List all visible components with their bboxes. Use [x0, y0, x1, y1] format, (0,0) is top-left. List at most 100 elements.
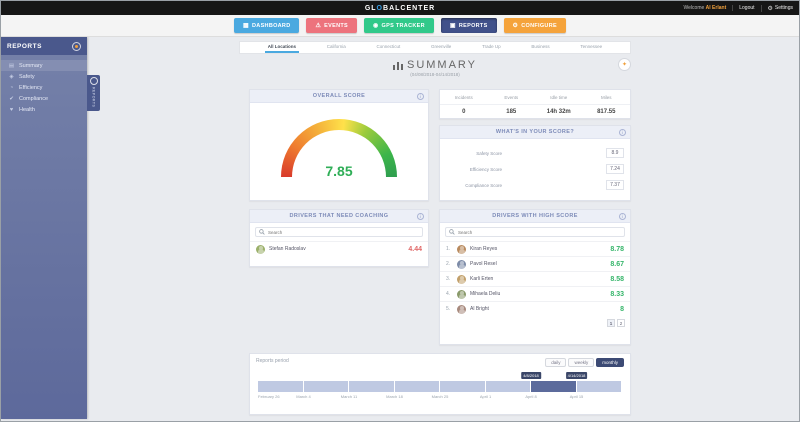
tab-5[interactable]: Business: [531, 44, 550, 49]
page-2-button[interactable]: 2: [617, 319, 625, 327]
gear-icon: ⚙: [767, 5, 773, 12]
efficiency-gauge-icon: ◔: [9, 84, 14, 91]
weekly-button[interactable]: weekly: [568, 358, 595, 367]
app-logo[interactable]: GLOBALCENTER: [365, 5, 435, 12]
timeline-segment[interactable]: [485, 381, 531, 392]
sidebar-item-compliance[interactable]: ✔ Compliance: [9, 95, 49, 102]
tab-4[interactable]: Trade Up: [482, 44, 501, 49]
nav-gps-tracker-button[interactable]: ◉ GPS TRACKER: [363, 18, 434, 33]
search-icon: [449, 229, 455, 235]
sidebar-menu: ▤ Summary ◈ Safety ◔ Efficiency ✔ Compliance…: [1, 55, 87, 120]
high-score-driver-row[interactable]: 3. Karli Erten 8.58: [440, 271, 630, 286]
high-score-driver-row[interactable]: 2. Pavol Resel 8.67: [440, 256, 630, 271]
driver-avatar: [457, 244, 466, 254]
tab-3[interactable]: Greenville: [431, 44, 452, 49]
export-button[interactable]: ✦: [618, 58, 631, 71]
timeline-segment[interactable]: [258, 381, 304, 392]
timeline-segment[interactable]: [531, 381, 577, 392]
timeline-tick-label: April 1: [479, 394, 492, 399]
settings-link[interactable]: ⚙ Settings: [760, 4, 793, 12]
period-timeline: 4/8/2018 4/14/2018 February 26 March 4 Mar…: [258, 372, 622, 399]
high-score-driver-row[interactable]: 4. Mihaela Deliu 8.33: [440, 286, 630, 301]
stat-value-events: 185: [506, 108, 517, 115]
timeline-tick-label: April 15: [569, 394, 584, 399]
page-title: SUMMARY: [239, 59, 631, 71]
sidebar-item-summary[interactable]: ▤ Summary: [1, 60, 87, 71]
info-icon[interactable]: [417, 93, 424, 100]
overall-score-value: 7.85: [325, 163, 353, 179]
high-score-driver-row[interactable]: 1. Kiran Reyes 8.78: [440, 241, 630, 256]
score-breakdown-card: WHAT'S IN YOUR SCORE? Safety Score 8.9 E…: [439, 125, 631, 201]
driver-score: 8.67: [610, 260, 624, 268]
tab-6[interactable]: Tennessee: [580, 44, 603, 49]
stat-value-miles: 817.55: [597, 108, 616, 115]
logout-link[interactable]: Logout: [732, 5, 755, 11]
sidebar-title: REPORTS: [7, 42, 42, 50]
sidebar-flyout-handle[interactable]: REPORTS: [87, 75, 100, 111]
info-icon[interactable]: [417, 213, 424, 220]
high-score-driver-row[interactable]: 5. Al Bright 8: [440, 301, 630, 316]
sidebar-item-safety[interactable]: ◈ Safety: [9, 73, 35, 80]
driver-score: 8: [620, 305, 624, 313]
period-end-tooltip: 4/14/2018: [565, 372, 588, 379]
health-heart-icon: ♥: [9, 106, 14, 113]
coaching-search-input[interactable]: [268, 229, 419, 235]
driver-avatar: [457, 274, 466, 284]
nav-reports-button[interactable]: ▣ REPORTS: [440, 18, 497, 33]
coaching-search: [255, 227, 423, 237]
fleet-stats-card: Incidents Events Idle time Miles 0 185 1…: [439, 89, 631, 119]
nav-dashboard-button[interactable]: ▦ DASHBOARD: [234, 18, 300, 33]
timeline-bar[interactable]: [258, 381, 622, 392]
tab-1[interactable]: California: [326, 44, 346, 49]
configure-gear-icon: ⚙: [512, 23, 519, 29]
username[interactable]: Al Erlant: [705, 5, 727, 11]
compliance-score-value: 7.37: [606, 180, 624, 190]
tab-all-locations[interactable]: All Locations: [264, 42, 300, 53]
score-rows: Safety Score 8.9 Efficiency Score 7.24 C…: [440, 139, 630, 193]
sidebar-logo-icon: [72, 41, 81, 51]
stat-label-events: Events: [504, 94, 519, 100]
info-icon[interactable]: [619, 129, 626, 136]
sidebar-item-health[interactable]: ♥ Health: [9, 106, 35, 113]
driver-avatar: [256, 244, 265, 254]
compliance-score-label: Compliance Score: [465, 182, 502, 188]
safety-score-row: Safety Score 8.9: [446, 145, 624, 161]
gps-pin-icon: ◉: [372, 23, 379, 29]
report-tabstrip: All Locations California Connecticut Gre…: [239, 41, 631, 54]
nav-events-button[interactable]: ⚠ EVENTS: [306, 18, 357, 33]
driver-score: 8.78: [610, 245, 624, 253]
compliance-score-track: [506, 182, 602, 188]
tab-2[interactable]: Connecticut: [376, 44, 401, 49]
daily-button[interactable]: daily: [545, 358, 567, 367]
efficiency-score-value: 7.24: [606, 164, 624, 174]
reports-icon: ▣: [449, 23, 456, 29]
driver-rank: 5.: [446, 306, 451, 312]
page-1-button[interactable]: 1: [607, 319, 615, 327]
compliance-score-row: Compliance Score 7.37: [446, 177, 624, 193]
sidebar-item-efficiency[interactable]: ◔ Efficiency: [9, 84, 43, 91]
high-score-search-input[interactable]: [458, 229, 621, 235]
nav-configure-button[interactable]: ⚙ CONFIGURE: [503, 18, 566, 33]
safety-shield-icon: ◈: [9, 73, 14, 80]
compliance-check-icon: ✔: [9, 95, 14, 102]
driver-name: Al Bright: [470, 306, 489, 312]
timeline-tick-label: February 26: [258, 394, 280, 399]
timeline-segment[interactable]: [394, 381, 440, 392]
timeline-segment[interactable]: [440, 381, 486, 392]
bar-chart-icon: [392, 61, 403, 70]
timeline-segment[interactable]: [349, 381, 395, 392]
efficiency-score-row: Efficiency Score 7.24: [446, 161, 624, 177]
timeline-segment[interactable]: [576, 381, 622, 392]
flyout-label: REPORTS: [91, 87, 96, 108]
summary-icon: ▤: [8, 62, 15, 69]
coaching-driver-row[interactable]: Stefan Radoslav 4.44: [250, 241, 428, 256]
driver-score: 8.33: [610, 290, 624, 298]
timeline-segment[interactable]: [303, 381, 349, 392]
driver-avatar: [457, 289, 466, 299]
search-icon: [259, 229, 265, 235]
monthly-button[interactable]: monthly: [596, 358, 624, 367]
info-icon[interactable]: [619, 213, 626, 220]
reports-period-label: Reports period: [256, 358, 289, 364]
welcome-text: Welcome Al Erlant: [683, 5, 727, 11]
